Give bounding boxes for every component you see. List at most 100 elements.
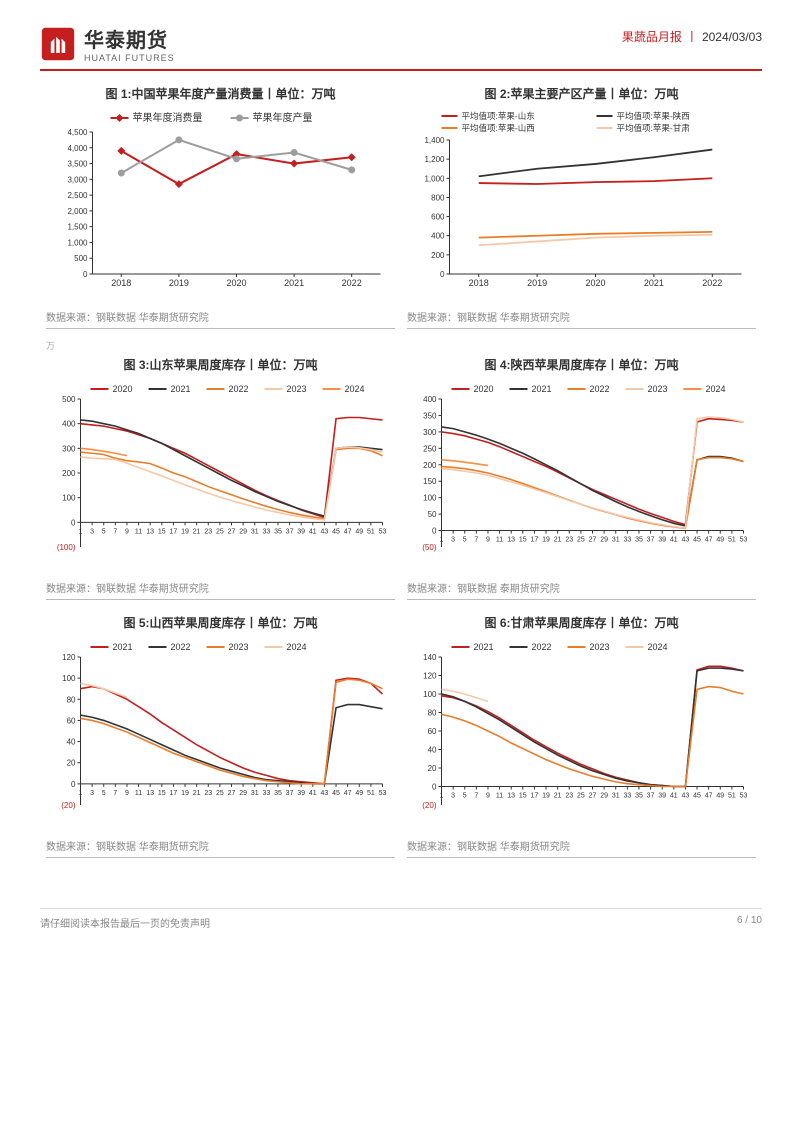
svg-text:2021: 2021: [532, 384, 552, 394]
unit-note: 万: [40, 339, 762, 352]
svg-text:40: 40: [67, 738, 76, 747]
svg-text:17: 17: [170, 528, 178, 535]
svg-text:1,000: 1,000: [67, 238, 88, 247]
svg-text:2021: 2021: [284, 278, 304, 288]
svg-text:27: 27: [589, 537, 597, 544]
chart-4-source: 数据来源：钢联数据 泰期货研究院: [407, 574, 756, 600]
svg-text:4,000: 4,000: [67, 144, 88, 153]
svg-text:5: 5: [463, 793, 467, 800]
svg-text:2,000: 2,000: [67, 207, 88, 216]
svg-text:25: 25: [216, 790, 224, 797]
svg-text:47: 47: [705, 793, 713, 800]
svg-text:37: 37: [647, 793, 655, 800]
svg-text:49: 49: [716, 793, 724, 800]
svg-text:2020: 2020: [474, 384, 494, 394]
svg-text:平均值项:苹果-陕西: 平均值项:苹果-陕西: [617, 111, 690, 121]
svg-text:0: 0: [71, 780, 76, 789]
svg-text:2023: 2023: [229, 642, 249, 652]
svg-text:2018: 2018: [469, 278, 489, 288]
chart-2-cell: 图 2:苹果主要产区产量丨单位：万吨 平均值项:苹果-山东平均值项:苹果-陕西平…: [401, 81, 762, 339]
svg-text:600: 600: [431, 213, 445, 222]
svg-text:2022: 2022: [171, 642, 191, 652]
svg-text:2021: 2021: [474, 642, 494, 652]
chart-4-title: 图 4:陕西苹果周度库存丨单位：万吨: [407, 356, 756, 373]
svg-text:25: 25: [577, 793, 585, 800]
svg-text:11: 11: [496, 537, 503, 544]
svg-text:21: 21: [193, 528, 201, 535]
svg-text:50: 50: [428, 510, 437, 519]
svg-text:1,000: 1,000: [424, 174, 445, 183]
svg-text:39: 39: [297, 790, 305, 797]
svg-text:53: 53: [740, 793, 748, 800]
svg-text:5: 5: [102, 528, 106, 535]
svg-text:3,000: 3,000: [67, 175, 88, 184]
svg-text:31: 31: [612, 793, 620, 800]
svg-text:40: 40: [428, 746, 437, 755]
svg-text:0: 0: [83, 270, 88, 279]
report-date: 2024/03/03: [702, 30, 762, 44]
svg-text:80: 80: [428, 709, 437, 718]
svg-text:100: 100: [62, 494, 76, 503]
svg-text:3: 3: [90, 528, 94, 535]
svg-text:35: 35: [274, 790, 282, 797]
svg-text:1: 1: [440, 537, 444, 544]
svg-text:20: 20: [428, 764, 437, 773]
svg-text:21: 21: [554, 793, 562, 800]
svg-text:(20): (20): [422, 801, 437, 810]
svg-text:2022: 2022: [532, 642, 552, 652]
svg-text:(100): (100): [57, 543, 76, 552]
divider-bar: 丨: [686, 28, 698, 45]
svg-text:2020: 2020: [226, 278, 246, 288]
svg-text:2024: 2024: [345, 384, 365, 394]
chart-4-cell: 图 4:陕西苹果周度库存丨单位：万吨 202020212022202320240…: [401, 352, 762, 610]
svg-text:35: 35: [635, 793, 643, 800]
svg-text:2019: 2019: [169, 278, 189, 288]
svg-text:45: 45: [332, 790, 340, 797]
svg-text:41: 41: [670, 537, 678, 544]
svg-text:31: 31: [251, 528, 259, 535]
svg-text:41: 41: [309, 790, 317, 797]
svg-text:37: 37: [647, 537, 655, 544]
svg-text:7: 7: [113, 790, 117, 797]
svg-text:35: 35: [635, 537, 643, 544]
svg-text:51: 51: [367, 790, 375, 797]
svg-text:3: 3: [451, 537, 455, 544]
svg-text:37: 37: [286, 528, 294, 535]
brand-name-cn: 华泰期货: [84, 24, 175, 53]
svg-text:33: 33: [262, 790, 270, 797]
svg-text:15: 15: [158, 528, 166, 535]
svg-text:2021: 2021: [171, 384, 191, 394]
svg-text:25: 25: [577, 537, 585, 544]
svg-text:7: 7: [474, 537, 478, 544]
svg-text:2021: 2021: [644, 278, 664, 288]
svg-text:53: 53: [740, 537, 748, 544]
svg-text:49: 49: [355, 790, 363, 797]
svg-text:2023: 2023: [648, 384, 668, 394]
svg-text:9: 9: [125, 790, 129, 797]
svg-text:37: 37: [286, 790, 294, 797]
svg-text:2018: 2018: [111, 278, 131, 288]
svg-text:17: 17: [531, 537, 539, 544]
svg-text:2,500: 2,500: [67, 191, 88, 200]
svg-text:3: 3: [451, 793, 455, 800]
svg-text:13: 13: [507, 537, 515, 544]
svg-text:200: 200: [431, 251, 445, 260]
svg-text:1,200: 1,200: [424, 155, 445, 164]
svg-text:2019: 2019: [527, 278, 547, 288]
svg-text:平均值项:苹果-甘肃: 平均值项:苹果-甘肃: [617, 123, 691, 133]
svg-text:60: 60: [428, 727, 437, 736]
svg-text:0: 0: [432, 527, 437, 536]
svg-text:400: 400: [431, 232, 445, 241]
svg-text:17: 17: [170, 790, 178, 797]
chart-5: 2021202220232024020406080100120(20)13579…: [46, 635, 395, 825]
svg-text:120: 120: [62, 653, 76, 662]
chart-2: 平均值项:苹果-山东平均值项:苹果-陕西平均值项:苹果-山西平均值项:苹果-甘肃…: [407, 106, 756, 296]
svg-text:15: 15: [158, 790, 166, 797]
svg-text:11: 11: [496, 793, 503, 800]
svg-text:60: 60: [67, 716, 76, 725]
svg-text:23: 23: [565, 537, 573, 544]
svg-text:350: 350: [423, 411, 437, 420]
svg-text:19: 19: [181, 790, 189, 797]
svg-text:51: 51: [367, 528, 375, 535]
svg-text:39: 39: [297, 528, 305, 535]
